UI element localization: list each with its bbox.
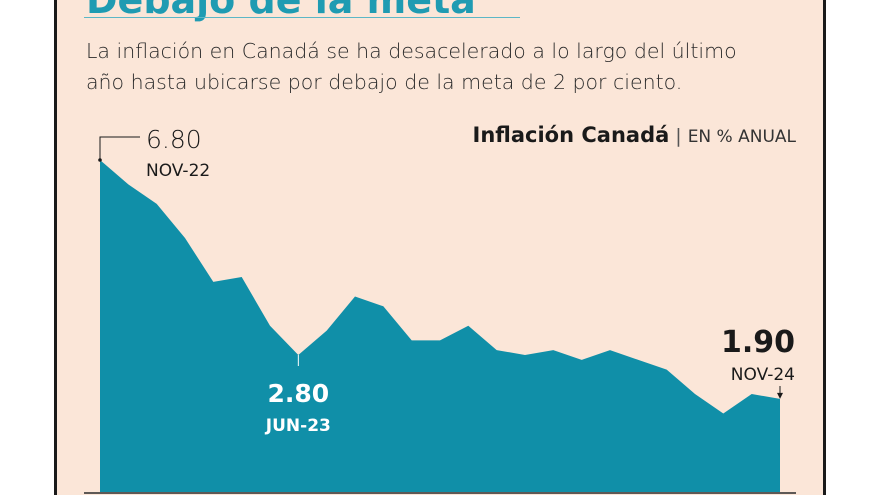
- headline-underline: [84, 17, 520, 18]
- label-latest-date: NOV-24: [731, 365, 795, 385]
- leader-line-peak: [99, 136, 140, 160]
- chart-title-main: Inflación Canadá: [472, 123, 670, 147]
- label-trough-date: JUN-23: [265, 416, 331, 436]
- chart-title-separator: |: [675, 125, 682, 147]
- headline: Debajo de la meta: [86, 0, 476, 22]
- label-peak-value: 6.80: [146, 125, 202, 154]
- marker-peak: [98, 158, 102, 162]
- chart-annotations: 6.80 NOV-22 2.80 JUN-23 1.90 NOV-24: [98, 125, 795, 436]
- label-latest-value: 1.90: [721, 325, 795, 360]
- label-peak-date: NOV-22: [146, 161, 210, 181]
- subtitle-line-2: año hasta ubicarse por debajo de la meta…: [86, 70, 683, 94]
- chart-title: Inflación Canadá | EN % ANUAL: [473, 123, 796, 147]
- subtitle: La inflación en Canadá se ha desacelerad…: [86, 36, 806, 98]
- chart-title-unit: EN % ANUAL: [687, 127, 796, 147]
- label-trough-value: 2.80: [267, 379, 329, 408]
- arrow-latest: [777, 392, 783, 399]
- inflation-area: [100, 160, 780, 492]
- subtitle-line-1: La inflación en Canadá se ha desacelerad…: [86, 39, 737, 63]
